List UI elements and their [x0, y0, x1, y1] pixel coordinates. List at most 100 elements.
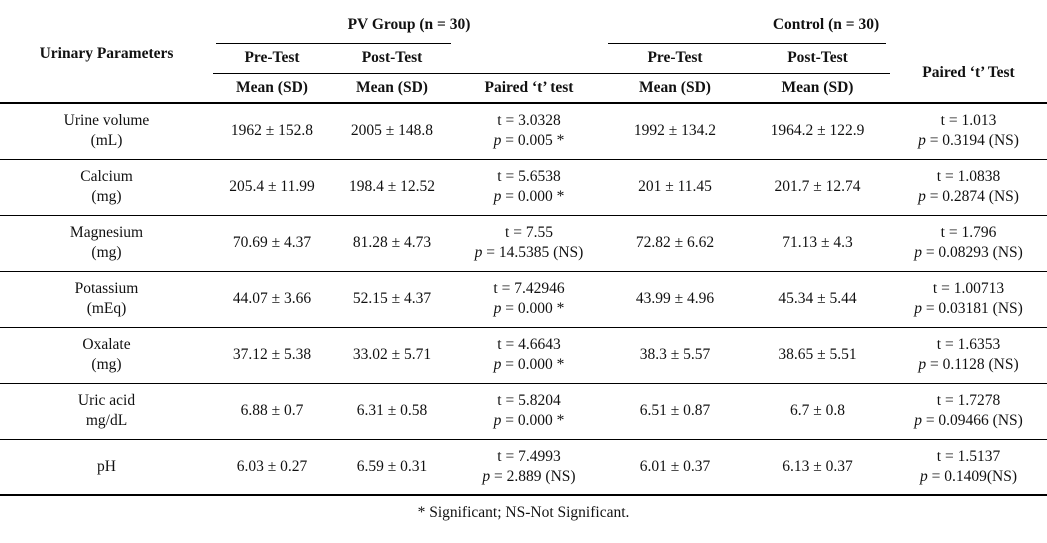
pv-post-test-header: Post-Test [331, 44, 453, 74]
control-post-value: 6.13 ± 0.37 [745, 438, 890, 496]
control-pre-value: 6.51 ± 0.87 [605, 382, 745, 439]
p-value: p = 0.000 * [493, 188, 565, 205]
control-post-value: 45.34 ± 5.44 [745, 270, 890, 327]
parameter-name: Oxalate [82, 336, 131, 353]
p-value: p = 0.03181 (NS) [914, 300, 1023, 317]
parameter-name: Urine volume [63, 112, 150, 130]
group-header-pv: PV Group (n = 30) [213, 6, 605, 44]
p-value: p = 0.09466 (NS) [914, 412, 1023, 429]
pv-paired-t-cell: t = 3.0328 p = 0.005 * [453, 102, 605, 159]
pv-pre-test-header: Pre-Test [213, 44, 331, 74]
group-header-control: Control (n = 30) [605, 6, 1047, 44]
control-pre-value: 43.99 ± 4.96 [605, 270, 745, 327]
parameter-cell: Oxalate (mg) [0, 326, 213, 383]
t-value: t = 1.6353 [936, 336, 1001, 353]
t-value: t = 4.6643 [497, 336, 561, 353]
t-value: t = 1.5137 [936, 447, 1001, 465]
control-paired-t-cell: t = 1.00713 p = 0.03181 (NS) [890, 270, 1047, 327]
parameter-cell: Urine volume (mL) [0, 102, 213, 159]
control-paired-t-cell: t = 1.7278 p = 0.09466 (NS) [890, 382, 1047, 439]
p-value: p = 0.3194 (NS) [918, 132, 1019, 150]
parameter-name: Calcium [80, 168, 133, 185]
pv-paired-t-cell: t = 7.4993 p = 2.889 (NS) [453, 438, 605, 496]
p-value: p = 0.000 * [493, 300, 565, 317]
parameter-unit: (mg) [91, 356, 122, 373]
control-post-value: 1964.2 ± 122.9 [745, 102, 890, 159]
control-paired-t-cell: t = 1.796 p = 0.08293 (NS) [890, 214, 1047, 271]
parameter-cell: Calcium (mg) [0, 158, 213, 215]
t-value: t = 7.42946 [493, 280, 565, 297]
control-post-value: 201.7 ± 12.74 [745, 158, 890, 215]
control-post-test-header: Post-Test [745, 44, 890, 74]
control-paired-t-cell: t = 1.0838 p = 0.2874 (NS) [890, 158, 1047, 215]
p-value: p = 0.000 * [493, 412, 565, 429]
pv-post-meansd-header: Mean (SD) [356, 78, 428, 96]
control-post-value: 71.13 ± 4.3 [745, 214, 890, 271]
parameter-name: Uric acid [77, 392, 136, 409]
parameter-unit: mg/dL [85, 412, 128, 429]
pv-post-value: 6.31 ± 0.58 [331, 382, 453, 439]
control-group-rule [608, 43, 887, 44]
pv-pre-value: 205.4 ± 11.99 [213, 158, 331, 215]
urinary-parameters-table: Urinary Parameters PV Group (n = 30) Con… [0, 6, 1047, 496]
t-value: t = 1.0838 [936, 168, 1001, 185]
t-value: t = 3.0328 [497, 112, 561, 130]
pv-post-value: 6.59 ± 0.31 [331, 438, 453, 496]
parameter-unit: (mg) [91, 188, 122, 205]
p-value: p = 0.000 * [493, 356, 565, 373]
p-value: p = 0.1409(NS) [920, 467, 1018, 485]
p-value: p = 14.5385 (NS) [474, 244, 584, 261]
parameter-name: Potassium [74, 280, 139, 297]
t-value: t = 1.7278 [936, 392, 1001, 409]
pv-post-value: 52.15 ± 4.37 [331, 270, 453, 327]
pv-pre-meansd-header: Mean (SD) [236, 78, 308, 96]
p-value: p = 0.1128 (NS) [918, 356, 1019, 373]
control-post-value: 38.65 ± 5.51 [745, 326, 890, 383]
t-value: t = 1.00713 [932, 280, 1005, 297]
t-value: t = 1.013 [940, 112, 997, 130]
pv-pre-value: 1962 ± 152.8 [213, 102, 331, 159]
pv-post-value: 81.28 ± 4.73 [331, 214, 453, 271]
pv-post-value: 198.4 ± 12.52 [331, 158, 453, 215]
group-header-control-label: Control (n = 30) [772, 16, 880, 33]
table-row-uric-acid: Uric acid mg/dL 6.88 ± 0.7 6.31 ± 0.58 t… [0, 382, 1047, 439]
parameter-cell: Potassium (mEq) [0, 270, 213, 327]
pv-paired-gap [453, 44, 605, 74]
table-row-urine-volume: Urine volume (mL) 1962 ± 152.8 2005 ± 14… [0, 102, 1047, 159]
control-paired-t-cell: t = 1.5137 p = 0.1409(NS) [890, 438, 1047, 496]
table-footnote: * Significant; NS-Not Significant. [417, 504, 630, 521]
control-paired-t-cell: t = 1.013 p = 0.3194 (NS) [890, 102, 1047, 159]
table-row-oxalate: Oxalate (mg) 37.12 ± 5.38 33.02 ± 5.71 t… [0, 326, 1047, 383]
pv-pre-value: 70.69 ± 4.37 [213, 214, 331, 271]
table-row-ph: pH 6.03 ± 0.27 6.59 ± 0.31 t = 7.4993 p … [0, 438, 1047, 496]
pv-post-value: 33.02 ± 5.71 [331, 326, 453, 383]
parameter-name: Magnesium [69, 224, 144, 241]
pv-pre-value: 6.03 ± 0.27 [213, 438, 331, 496]
parameter-name: pH [97, 457, 116, 475]
group-header-pv-label: PV Group (n = 30) [347, 16, 471, 33]
t-value: t = 5.6538 [497, 168, 561, 185]
parameter-cell: Uric acid mg/dL [0, 382, 213, 439]
parameter-cell: pH [0, 438, 213, 496]
control-pre-meansd-header: Mean (SD) [639, 78, 711, 96]
pv-paired-t-cell: t = 5.8204 p = 0.000 * [453, 382, 605, 439]
pv-paired-t-header: Paired ‘t’ test [484, 78, 574, 96]
pv-paired-t-cell: t = 4.6643 p = 0.000 * [453, 326, 605, 383]
control-pre-value: 201 ± 11.45 [605, 158, 745, 215]
pv-paired-t-cell: t = 7.42946 p = 0.000 * [453, 270, 605, 327]
parameter-unit: (mEq) [86, 300, 127, 317]
pv-pre-value: 6.88 ± 0.7 [213, 382, 331, 439]
pv-paired-t-cell: t = 7.55 p = 14.5385 (NS) [453, 214, 605, 271]
t-value: t = 1.796 [940, 224, 997, 241]
p-value: p = 2.889 (NS) [482, 467, 576, 485]
pv-pre-value: 37.12 ± 5.38 [213, 326, 331, 383]
control-post-meansd-header: Mean (SD) [781, 78, 854, 96]
table-row-potassium: Potassium (mEq) 44.07 ± 3.66 52.15 ± 4.3… [0, 270, 1047, 327]
control-pre-value: 1992 ± 134.2 [605, 102, 745, 159]
p-value: p = 0.2874 (NS) [918, 188, 1019, 205]
pv-post-value: 2005 ± 148.8 [331, 102, 453, 159]
control-pre-test-header: Pre-Test [605, 44, 745, 74]
t-value: t = 7.55 [505, 224, 553, 241]
control-pre-value: 6.01 ± 0.37 [605, 438, 745, 496]
p-value: p = 0.08293 (NS) [914, 244, 1023, 261]
